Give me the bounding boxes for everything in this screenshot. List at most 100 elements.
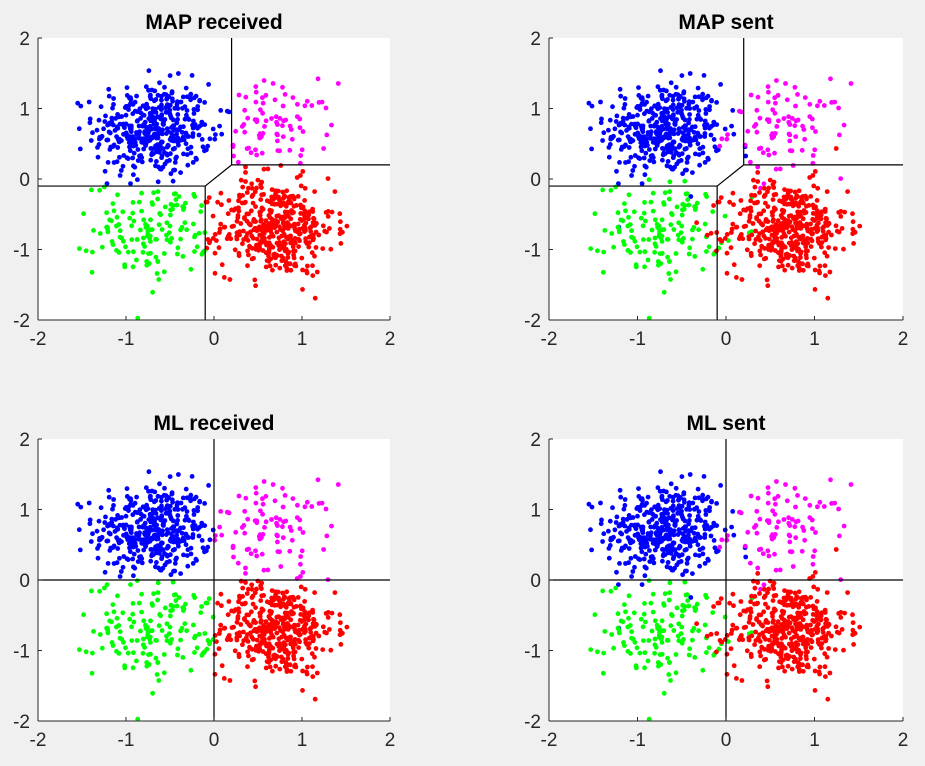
scatter-point bbox=[170, 123, 176, 129]
scatter-point bbox=[739, 678, 745, 683]
scatter-point bbox=[154, 271, 160, 276]
scatter-point bbox=[750, 221, 756, 226]
scatter-point bbox=[671, 227, 677, 232]
scatter-point bbox=[155, 196, 160, 202]
scatter-point bbox=[301, 613, 307, 619]
scatter-point bbox=[675, 151, 681, 157]
scatter-point bbox=[668, 105, 674, 110]
scatter-point bbox=[679, 239, 685, 245]
scatter-point bbox=[319, 500, 325, 506]
scatter-point bbox=[787, 539, 793, 545]
scatter-point bbox=[773, 166, 779, 172]
scatter-point bbox=[182, 220, 188, 226]
scatter-point bbox=[111, 561, 117, 566]
scatter-point bbox=[207, 238, 213, 244]
scatter-point bbox=[836, 229, 842, 235]
scatter-point bbox=[682, 534, 688, 539]
scatter-point bbox=[233, 529, 239, 535]
scatter-point bbox=[769, 245, 775, 250]
scatter-point bbox=[632, 564, 637, 570]
scatter-point bbox=[704, 523, 710, 528]
scatter-point bbox=[212, 671, 218, 677]
scatter-point bbox=[121, 131, 126, 137]
scatter-point bbox=[156, 678, 162, 683]
scatter-point bbox=[649, 116, 655, 121]
scatter-point bbox=[260, 100, 266, 106]
scatter-point bbox=[782, 216, 787, 222]
scatter-point bbox=[643, 551, 649, 557]
scatter-point bbox=[302, 504, 308, 510]
scatter-point bbox=[300, 605, 306, 611]
scatter-point bbox=[169, 89, 175, 95]
scatter-point bbox=[188, 497, 194, 502]
scatter-point bbox=[99, 534, 105, 540]
scatter-point bbox=[337, 612, 343, 618]
scatter-point bbox=[802, 136, 808, 142]
scatter-point bbox=[819, 610, 825, 616]
scatter-point bbox=[147, 94, 153, 99]
scatter-point bbox=[718, 195, 724, 201]
scatter-point bbox=[159, 628, 165, 633]
scatter-point bbox=[632, 238, 638, 244]
scatter-point bbox=[191, 508, 197, 513]
scatter-point bbox=[174, 503, 180, 508]
scatter-point bbox=[269, 187, 275, 193]
scatter-point bbox=[199, 523, 205, 529]
scatter-point bbox=[804, 656, 809, 662]
scatter-point bbox=[226, 510, 232, 516]
scatter-point bbox=[288, 595, 293, 600]
scatter-point bbox=[813, 605, 818, 611]
scatter-point bbox=[606, 528, 611, 534]
scatter-point bbox=[260, 501, 266, 507]
scatter-point bbox=[700, 551, 706, 557]
x-tick-label: 1 bbox=[297, 329, 308, 350]
scatter-point bbox=[297, 526, 303, 532]
scatter-point bbox=[651, 123, 657, 129]
scatter-point bbox=[724, 537, 730, 543]
scatter-point bbox=[703, 191, 708, 197]
scatter-point bbox=[722, 527, 728, 533]
scatter-point bbox=[292, 263, 297, 268]
scatter-point bbox=[782, 267, 788, 273]
scatter-point bbox=[290, 244, 296, 250]
scatter-point bbox=[154, 560, 159, 565]
scatter-point bbox=[173, 557, 179, 562]
scatter-point bbox=[707, 508, 712, 514]
scatter-point bbox=[661, 536, 667, 542]
scatter-point bbox=[715, 147, 721, 153]
scatter-point bbox=[253, 283, 258, 289]
scatter-point bbox=[788, 595, 794, 601]
scatter-point bbox=[149, 150, 155, 156]
x-tick-label: 1 bbox=[809, 329, 820, 350]
scatter-point bbox=[245, 231, 250, 237]
scatter-point bbox=[754, 617, 759, 622]
scatter-point bbox=[300, 530, 306, 535]
scatter-point bbox=[766, 629, 772, 635]
scatter-point bbox=[144, 502, 149, 508]
scatter-point bbox=[175, 513, 181, 518]
scatter-point bbox=[815, 103, 820, 109]
scatter-point bbox=[802, 496, 808, 501]
scatter-point bbox=[816, 621, 821, 627]
scatter-point bbox=[589, 146, 594, 152]
scatter-point bbox=[778, 258, 784, 264]
scatter-point bbox=[165, 510, 171, 516]
scatter-point bbox=[695, 130, 701, 136]
scatter-point bbox=[805, 641, 811, 647]
scatter-point bbox=[217, 123, 223, 129]
scatter-point bbox=[761, 595, 767, 600]
scatter-point bbox=[190, 535, 196, 540]
scatter-point bbox=[252, 590, 258, 596]
scatter-point bbox=[680, 572, 685, 578]
scatter-point bbox=[249, 609, 254, 615]
scatter-point bbox=[217, 524, 223, 530]
scatter-point bbox=[299, 548, 305, 554]
scatter-point bbox=[199, 203, 205, 208]
scatter-point bbox=[746, 637, 752, 643]
scatter-point bbox=[266, 659, 272, 665]
scatter-point bbox=[684, 167, 689, 173]
scatter-point bbox=[659, 123, 665, 129]
scatter-point bbox=[625, 134, 631, 139]
scatter-point bbox=[652, 241, 658, 247]
